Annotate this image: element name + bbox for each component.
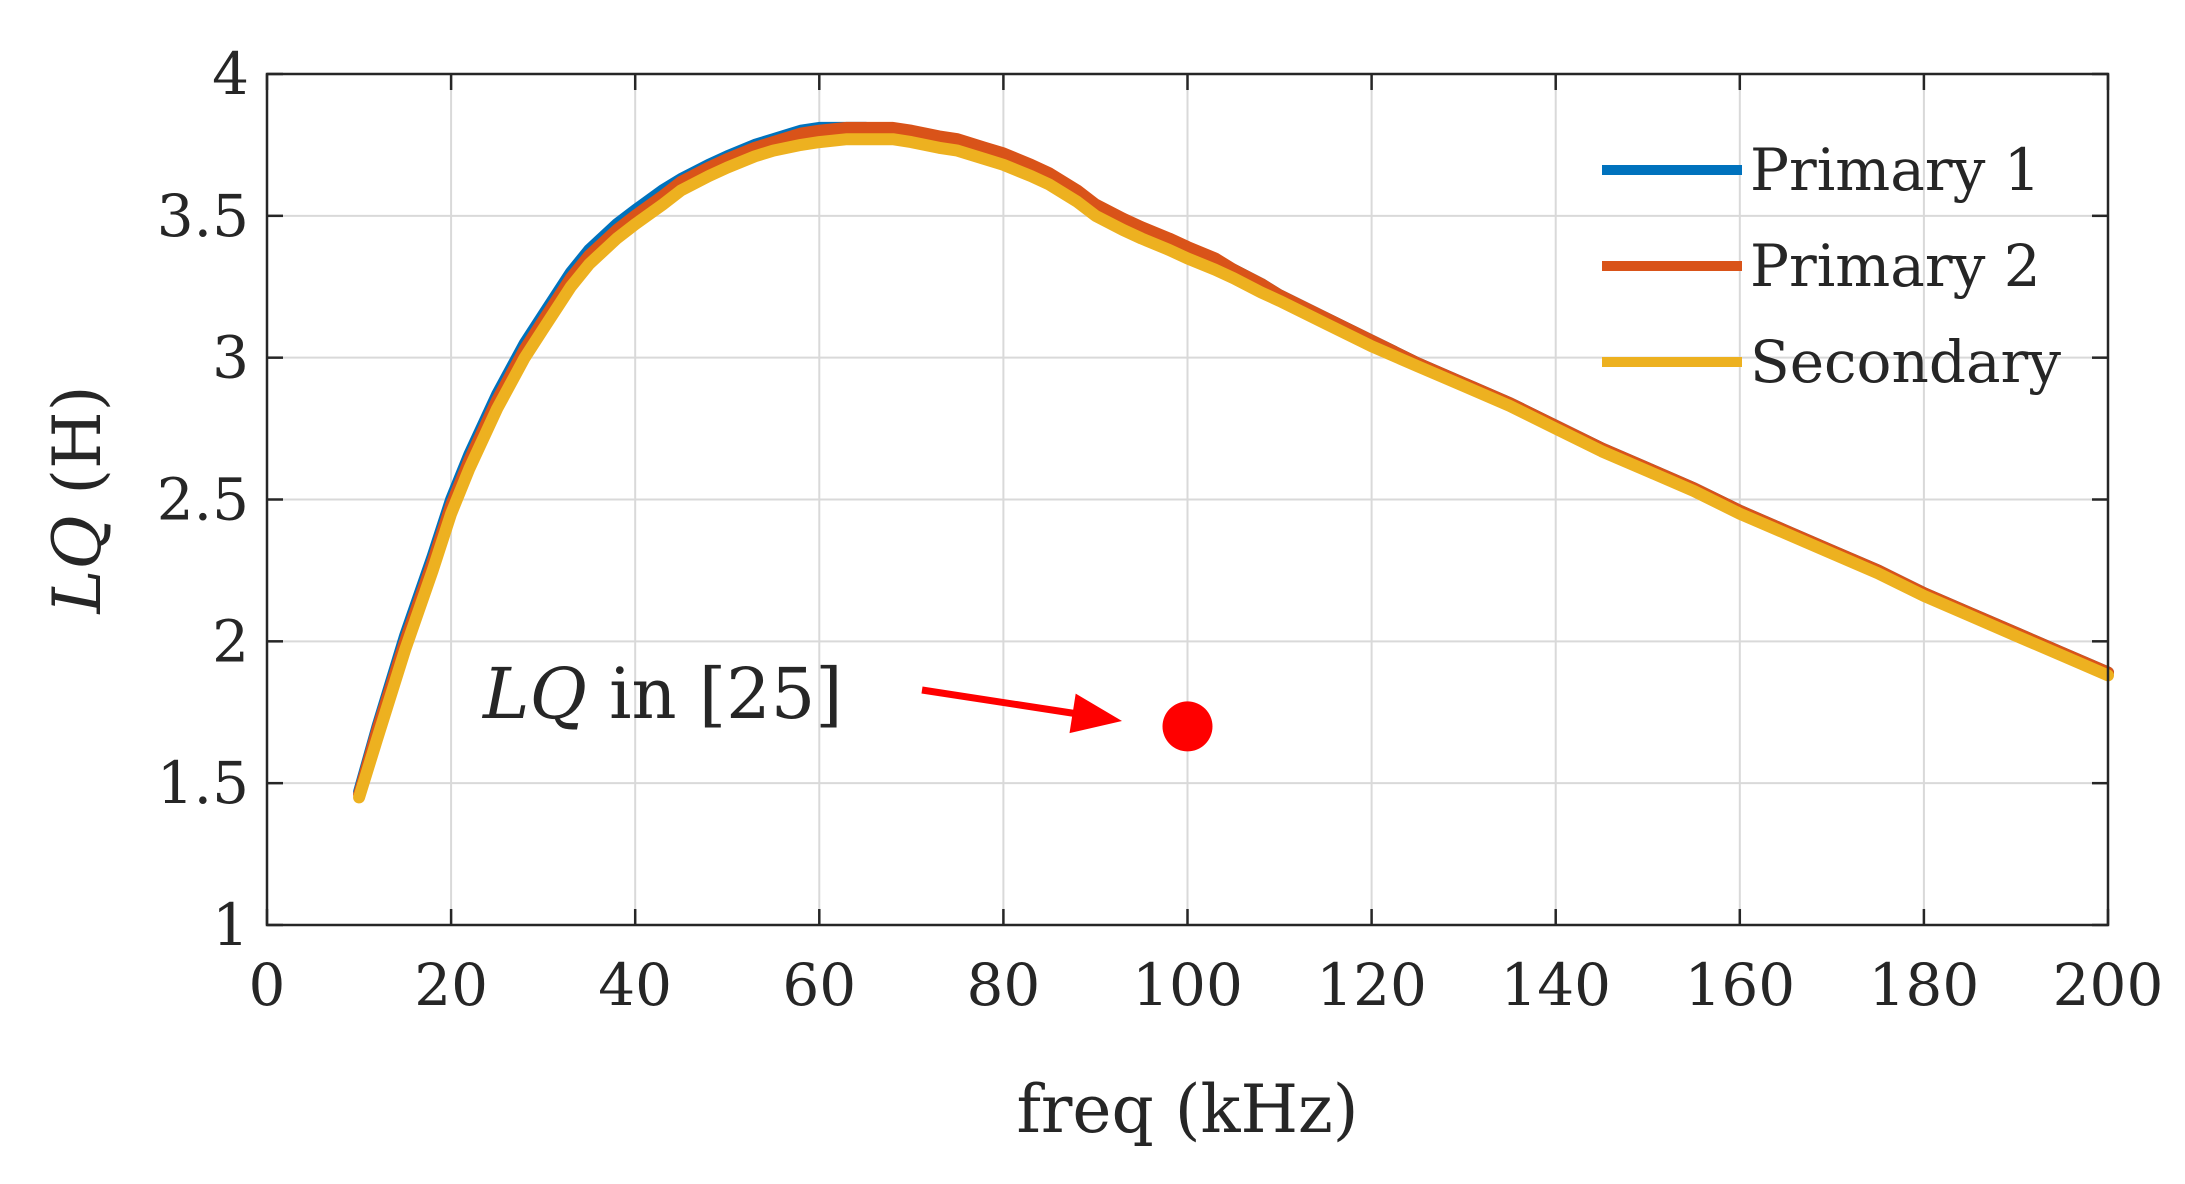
y-tick-label: 3 (212, 324, 249, 392)
y-tick-label: 4 (212, 40, 249, 108)
x-tick-label: 40 (598, 951, 672, 1019)
y-tick-label: 1 (212, 891, 249, 959)
x-tick-label: 20 (414, 951, 488, 1019)
y-axis-title-symbol: LQ (39, 516, 116, 615)
x-axis-title: freq (kHz) (1016, 1071, 1358, 1148)
annotation-label-symbol: LQ (481, 653, 587, 735)
y-axis-title: LQ (H) (39, 386, 116, 615)
y-tick-label: 2.5 (157, 466, 249, 534)
y-tick-label: 3.5 (157, 182, 249, 250)
y-axis-title-unit: (H) (39, 386, 116, 516)
series-layer (353, 121, 2114, 804)
x-tick-label: 200 (2053, 951, 2164, 1019)
annotation-arrow-head (1069, 693, 1122, 734)
x-tick-label: 160 (1684, 951, 1795, 1019)
x-tick-label: 180 (1869, 951, 1980, 1019)
x-tick-label: 120 (1316, 951, 1427, 1019)
series-line-secondary (353, 133, 2114, 804)
x-tick-label: 60 (782, 951, 856, 1019)
legend-label: Secondary (1750, 328, 2061, 396)
axis-ticks (265, 72, 2110, 927)
legend-label: Primary 1 (1750, 136, 2041, 204)
x-tick-label: 80 (966, 951, 1040, 1019)
legend-label: Primary 2 (1750, 232, 2041, 300)
x-tick-label: 140 (1500, 951, 1611, 1019)
annotation: LQ in [25] (481, 653, 1213, 752)
reference-point (1162, 701, 1213, 752)
x-tick-label: 100 (1132, 951, 1243, 1019)
legend: Primary 1 Primary 2 Secondary (1602, 136, 2061, 396)
annotation-label: LQ in [25] (481, 653, 843, 735)
annotation-label-rest: in [25] (587, 653, 843, 735)
x-tick-label: 0 (249, 951, 286, 1019)
tick-labels: 0 20 40 60 80 100 120 140 160 180 200 1 1.5 2 2.5 3 3.5 4 (157, 40, 2164, 1019)
y-tick-label: 1.5 (157, 749, 249, 817)
y-tick-label: 2 (212, 607, 249, 675)
